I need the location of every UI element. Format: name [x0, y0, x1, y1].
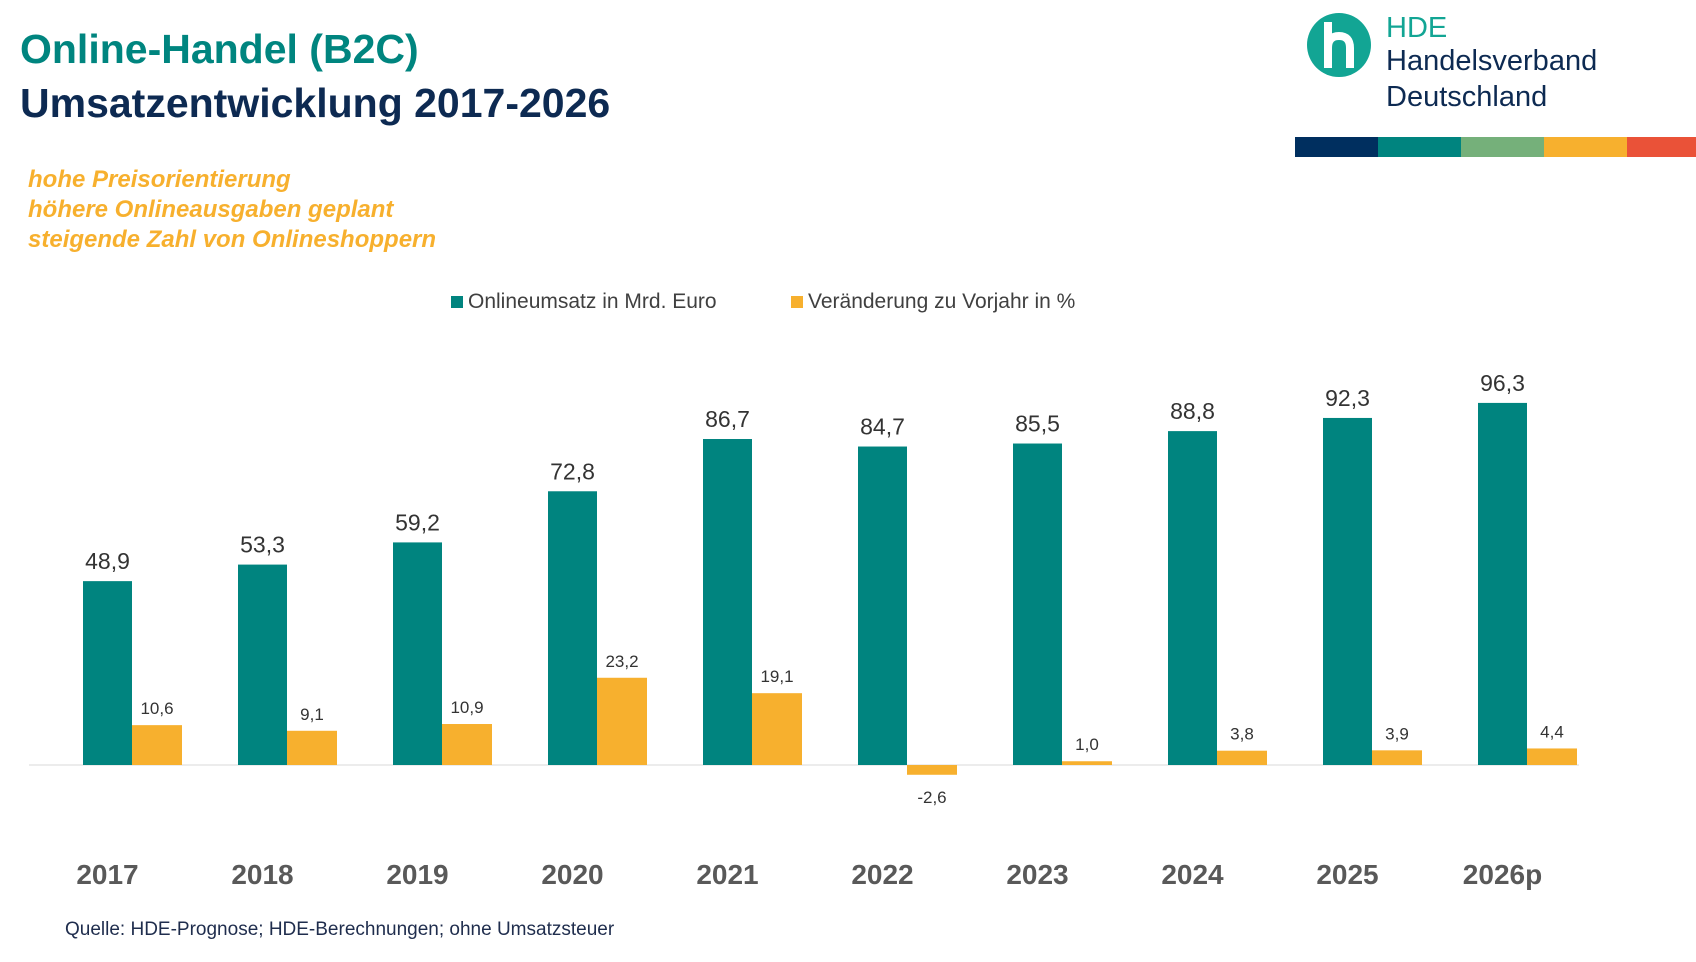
- data-label-revenue: 85,5: [1015, 411, 1060, 437]
- legend-swatch-revenue: [451, 296, 463, 308]
- bar-change: [1527, 748, 1577, 765]
- hde-logo: [1306, 12, 1686, 162]
- bar-change: [1217, 750, 1267, 765]
- bar-revenue: [238, 564, 287, 765]
- data-label-revenue: 48,9: [85, 548, 130, 574]
- data-label-revenue: 84,7: [860, 414, 905, 440]
- bar-change: [752, 693, 802, 765]
- logo-line2: Deutschland: [1386, 81, 1548, 113]
- x-tick-label: 2019: [386, 859, 448, 890]
- note-1: hohe Preisorientierung: [28, 166, 291, 193]
- data-label-change: 3,9: [1385, 724, 1409, 743]
- data-label-change: 4,4: [1540, 722, 1564, 741]
- note-3: steigende Zahl von Onlineshoppern: [28, 226, 437, 253]
- data-label-change: -2,6: [917, 788, 946, 807]
- note-2: höhere Onlineausgaben geplant: [28, 196, 394, 223]
- legend-label-change: Veränderung zu Vorjahr in %: [808, 290, 1076, 313]
- logo-abbr: HDE: [1386, 12, 1448, 44]
- data-label-change: 19,1: [760, 667, 793, 686]
- data-label-revenue: 72,8: [550, 458, 595, 484]
- logo-line1: Handelsverband: [1386, 45, 1598, 77]
- bar-revenue: [858, 446, 907, 765]
- x-tick-label: 2024: [1161, 859, 1224, 890]
- x-tick-label: 2023: [1006, 859, 1068, 890]
- data-label-change: 10,9: [450, 698, 483, 717]
- data-label-change: 3,8: [1230, 725, 1254, 744]
- brand-stripe-segment: [1544, 137, 1627, 157]
- title-line1: Online-Handel (B2C): [20, 26, 419, 72]
- bar-revenue: [1478, 402, 1527, 765]
- bar-revenue: [83, 581, 132, 765]
- bar-change: [442, 724, 492, 765]
- bar-revenue: [393, 542, 442, 765]
- legend-item-change: Veränderung zu Vorjahr in %: [791, 290, 1075, 314]
- data-label-change: 10,6: [140, 699, 173, 718]
- x-tick-label: 2018: [231, 859, 293, 890]
- bar-change: [907, 765, 957, 775]
- x-tick-label: 2025: [1316, 859, 1378, 890]
- bar-change: [597, 677, 647, 765]
- bar-revenue: [1323, 417, 1372, 765]
- brand-stripe-segment: [1627, 137, 1696, 157]
- hde-logo-icon: [1307, 13, 1371, 77]
- brand-stripe-segment: [1295, 137, 1378, 157]
- x-tick-label: 2022: [851, 859, 913, 890]
- x-tick-label: 2020: [541, 859, 603, 890]
- bar-change: [132, 725, 182, 765]
- bar-change: [287, 730, 337, 765]
- bar-revenue: [703, 439, 752, 765]
- legend-item-revenue: Onlineumsatz in Mrd. Euro: [451, 290, 717, 314]
- brand-stripe-segment: [1461, 137, 1544, 157]
- x-tick-label: 2026p: [1463, 859, 1542, 890]
- bar-change: [1372, 750, 1422, 765]
- bar-revenue: [548, 491, 597, 765]
- data-label-revenue: 96,3: [1480, 370, 1525, 396]
- brand-stripe-segment: [1378, 137, 1461, 157]
- data-label-change: 23,2: [605, 652, 638, 671]
- x-tick-label: 2021: [696, 859, 758, 890]
- data-label-revenue: 59,2: [395, 509, 440, 535]
- bar-revenue: [1013, 443, 1062, 765]
- data-label-revenue: 53,3: [240, 532, 285, 558]
- title-line2: Umsatzentwicklung 2017-2026: [20, 80, 611, 126]
- data-label-change: 1,0: [1075, 735, 1099, 754]
- legend-label-revenue: Onlineumsatz in Mrd. Euro: [468, 290, 717, 313]
- data-label-revenue: 88,8: [1170, 398, 1215, 424]
- data-label-revenue: 92,3: [1325, 385, 1370, 411]
- x-tick-label: 2017: [76, 859, 138, 890]
- bar-revenue: [1168, 431, 1217, 765]
- data-label-revenue: 86,7: [705, 406, 750, 432]
- data-label-change: 9,1: [300, 705, 324, 724]
- bar-change: [1062, 761, 1112, 765]
- source-note: Quelle: HDE-Prognose; HDE-Berechnungen; …: [65, 919, 615, 940]
- legend-swatch-change: [791, 296, 803, 308]
